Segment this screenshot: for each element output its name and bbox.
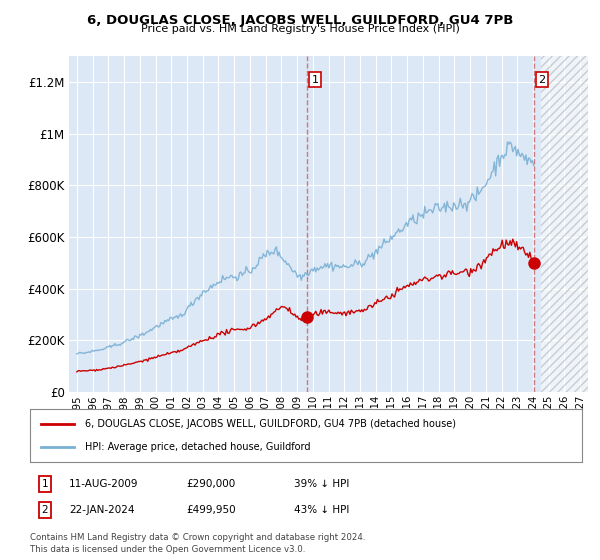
Text: 6, DOUGLAS CLOSE, JACOBS WELL, GUILDFORD, GU4 7PB (detached house): 6, DOUGLAS CLOSE, JACOBS WELL, GUILDFORD…	[85, 419, 456, 429]
Text: £499,950: £499,950	[186, 505, 236, 515]
Text: 39% ↓ HPI: 39% ↓ HPI	[294, 479, 349, 489]
Text: 22-JAN-2024: 22-JAN-2024	[69, 505, 134, 515]
Text: 43% ↓ HPI: 43% ↓ HPI	[294, 505, 349, 515]
Text: 1: 1	[311, 74, 319, 85]
Text: 11-AUG-2009: 11-AUG-2009	[69, 479, 139, 489]
Text: 2: 2	[41, 505, 49, 515]
Text: 1: 1	[41, 479, 49, 489]
Text: £290,000: £290,000	[186, 479, 235, 489]
Bar	[541, 56, 588, 392]
Text: Contains HM Land Registry data © Crown copyright and database right 2024.
This d: Contains HM Land Registry data © Crown c…	[30, 533, 365, 554]
Text: 6, DOUGLAS CLOSE, JACOBS WELL, GUILDFORD, GU4 7PB: 6, DOUGLAS CLOSE, JACOBS WELL, GUILDFORD…	[87, 14, 513, 27]
Text: Price paid vs. HM Land Registry's House Price Index (HPI): Price paid vs. HM Land Registry's House …	[140, 24, 460, 34]
Text: HPI: Average price, detached house, Guildford: HPI: Average price, detached house, Guil…	[85, 442, 311, 452]
Text: 2: 2	[538, 74, 545, 85]
